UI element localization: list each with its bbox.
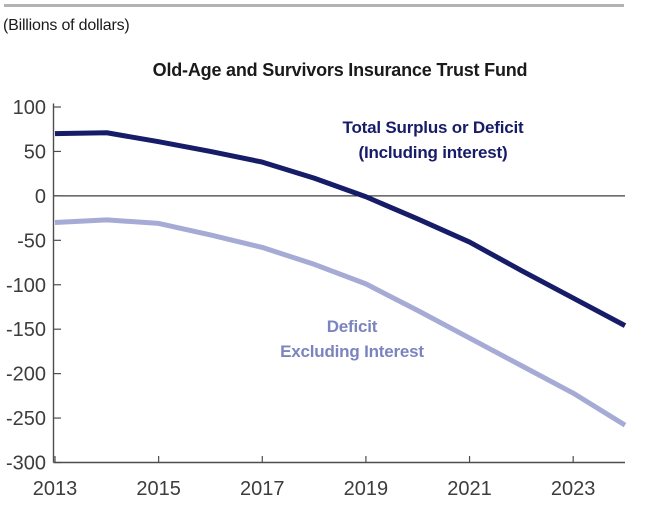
axis-ticks	[53, 106, 574, 464]
y-tick-label: 50	[24, 141, 46, 163]
x-tick-label: 2015	[136, 478, 181, 500]
annotation-line: Total Surplus or Deficit	[342, 118, 524, 137]
y-tick-label: 100	[13, 97, 46, 119]
tick-labels: 100 50 0 -50 -100 -150 -200 -250 -300 2013 2015 201…	[6, 97, 595, 500]
annotation-line: Excluding Interest	[280, 342, 424, 361]
series-line-deficit-excluding-interest	[54, 217, 627, 428]
annotation-total-surplus-or-deficit: Total Surplus or Deficit (Including inte…	[343, 115, 524, 165]
y-tick-label: -50	[17, 230, 46, 252]
annotation-deficit-excluding-interest: Deficit Excluding Interest	[280, 314, 424, 364]
y-tick-label: -300	[6, 453, 46, 475]
y-tick-label: -200	[6, 364, 46, 386]
top-rule-divider	[4, 4, 624, 7]
annotation-line: (Including interest)	[358, 143, 508, 162]
chart-title: Old-Age and Survivors Insurance Trust Fu…	[152, 60, 528, 80]
x-tick-label: 2017	[240, 478, 285, 500]
x-tick-label: 2021	[447, 478, 492, 500]
units-label: (Billions of dollars)	[3, 17, 130, 34]
y-tick-label: -250	[6, 408, 46, 430]
x-tick-label: 2019	[344, 478, 389, 500]
y-tick-label: -100	[6, 275, 46, 297]
annotation-line: Deficit	[326, 317, 378, 336]
x-tick-label: 2013	[33, 478, 78, 500]
axes	[52, 103, 625, 464]
y-tick-label: 0	[35, 186, 46, 208]
y-tick-label: -150	[6, 319, 46, 341]
x-tick-label: 2023	[551, 478, 596, 500]
series-lines	[54, 130, 627, 428]
series-line-total-surplus-or-deficit	[54, 130, 627, 328]
